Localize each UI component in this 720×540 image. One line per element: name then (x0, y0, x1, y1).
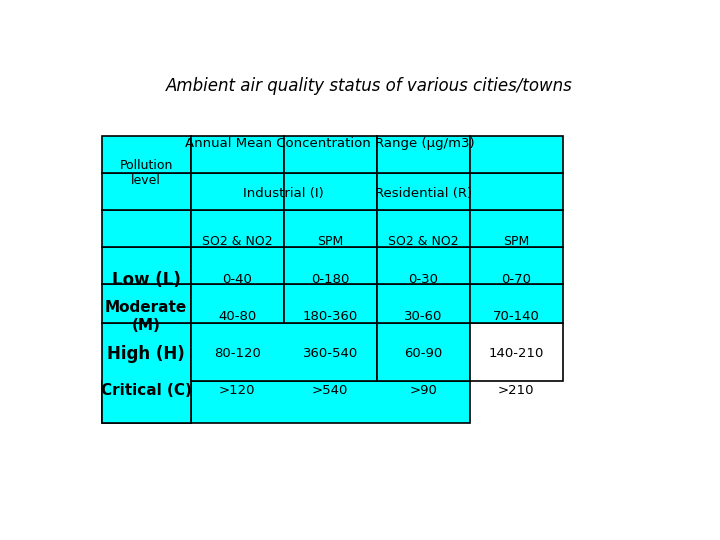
Bar (469, 211, 563, 247)
Text: SPM: SPM (317, 235, 343, 248)
Bar (102, 284, 191, 323)
Text: 0-180: 0-180 (311, 273, 349, 286)
Bar (102, 173, 191, 211)
Bar (377, 211, 469, 247)
Bar (377, 323, 469, 381)
Text: 0-30: 0-30 (408, 273, 438, 286)
Text: 180-360: 180-360 (302, 310, 358, 323)
Bar (284, 211, 377, 247)
Bar (284, 284, 377, 323)
Bar (102, 323, 191, 423)
Text: High (H): High (H) (107, 345, 185, 362)
Text: Pollution
level: Pollution level (120, 159, 173, 187)
Bar (284, 173, 377, 211)
Text: 30-60: 30-60 (404, 310, 442, 323)
Bar (191, 173, 284, 211)
Text: >90: >90 (409, 384, 437, 397)
Text: >210: >210 (498, 384, 534, 397)
Text: SO2 & NO2: SO2 & NO2 (388, 235, 459, 248)
Text: 60-90: 60-90 (404, 347, 442, 360)
Bar (102, 211, 191, 247)
Bar (191, 137, 284, 173)
Text: 0-40: 0-40 (222, 273, 252, 286)
Bar (377, 247, 469, 284)
Text: Critical (C): Critical (C) (101, 383, 192, 398)
Bar (191, 211, 284, 247)
Bar (469, 247, 563, 284)
Bar (191, 247, 284, 284)
Text: Ambient air quality status of various cities/towns: Ambient air quality status of various ci… (166, 77, 572, 96)
Text: SPM: SPM (503, 235, 529, 248)
Text: 360-540: 360-540 (302, 347, 358, 360)
Bar (469, 323, 563, 381)
Bar (377, 173, 469, 211)
Text: Annual Mean Concentration Range (μg/m3): Annual Mean Concentration Range (μg/m3) (186, 137, 475, 150)
Text: 80-120: 80-120 (214, 347, 261, 360)
Bar (102, 137, 191, 173)
Text: Residential (R): Residential (R) (374, 187, 472, 200)
Text: 140-210: 140-210 (489, 347, 544, 360)
Bar (284, 137, 377, 173)
Bar (469, 173, 563, 211)
Bar (191, 284, 284, 323)
Text: 40-80: 40-80 (218, 310, 256, 323)
Bar (191, 323, 377, 381)
Bar (284, 247, 377, 284)
Text: >540: >540 (312, 384, 348, 397)
Bar (469, 284, 563, 323)
Bar (191, 381, 469, 423)
Text: 70-140: 70-140 (492, 310, 540, 323)
Bar (377, 137, 469, 173)
Text: Industrial (I): Industrial (I) (243, 187, 324, 200)
Text: 0-70: 0-70 (501, 273, 531, 286)
Bar (377, 284, 469, 323)
Text: SO2 & NO2: SO2 & NO2 (202, 235, 273, 248)
Bar (469, 137, 563, 173)
Text: Moderate
(M): Moderate (M) (105, 300, 187, 333)
Bar (102, 381, 191, 423)
Bar (102, 247, 191, 284)
Text: >120: >120 (219, 384, 256, 397)
Text: Low (L): Low (L) (112, 271, 181, 288)
